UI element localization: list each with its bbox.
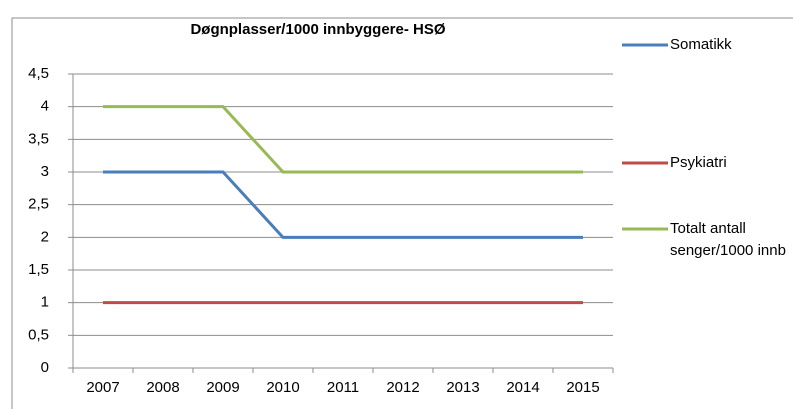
- chart-frame: [11, 17, 793, 409]
- y-tick-label: 3: [41, 163, 49, 180]
- chart-title: Døgnplasser/1000 innbyggere- HSØ: [190, 21, 445, 38]
- legend-label: Psykiatri: [670, 154, 727, 171]
- x-tick-label: 2010: [266, 379, 299, 396]
- series-line: [103, 105, 583, 174]
- x-tick-label: 2008: [146, 379, 179, 396]
- x-tick-label: 2007: [86, 379, 119, 396]
- y-tick-label: 0,5: [28, 326, 49, 343]
- y-tick-label: 3,5: [28, 130, 49, 147]
- x-tick-label: 2011: [327, 379, 359, 396]
- y-tick-label: 1: [41, 294, 49, 311]
- y-tick-label: 2: [41, 228, 49, 245]
- y-tick-label: 2,5: [28, 196, 49, 213]
- x-tick-label: 2014: [506, 379, 539, 396]
- x-tick-label: 2013: [446, 379, 479, 396]
- legend-label: Totalt antall senger/1000 innb: [670, 220, 786, 259]
- x-tick-label: 2012: [386, 379, 419, 396]
- x-tick-label: 2015: [566, 379, 599, 396]
- y-tick-label: 4: [41, 98, 49, 115]
- series-line: [103, 170, 583, 239]
- y-tick-label: 1,5: [28, 261, 49, 278]
- x-tick-label: 2009: [206, 379, 239, 396]
- y-tick-label: 0: [41, 359, 49, 376]
- y-tick-label: 4,5: [28, 65, 49, 82]
- legend-label: Somatikk: [670, 36, 732, 53]
